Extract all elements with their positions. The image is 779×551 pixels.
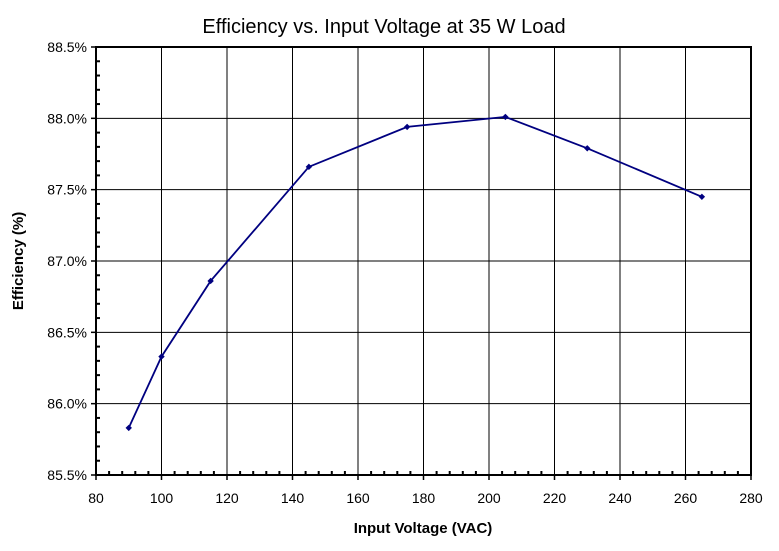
axis-ticks xyxy=(91,46,752,480)
grid xyxy=(96,47,751,475)
data-point xyxy=(207,277,214,285)
y-tick-label: 85.5% xyxy=(47,467,87,483)
data-point xyxy=(584,145,591,152)
x-tick-label: 120 xyxy=(215,490,239,506)
x-tick-label: 220 xyxy=(543,490,567,506)
y-tick-label: 86.5% xyxy=(47,324,87,340)
x-tick-label: 180 xyxy=(412,490,436,506)
y-tick-labels: 85.5% 86.0% 86.5% 87.0% 87.5% 88.0% 88.5% xyxy=(47,39,87,483)
chart-title: Efficiency vs. Input Voltage at 35 W Loa… xyxy=(202,16,565,38)
x-tick-label: 260 xyxy=(674,490,698,506)
series-line xyxy=(127,115,703,429)
series-group xyxy=(125,113,706,432)
x-tick-label: 200 xyxy=(477,490,501,506)
x-tick-label: 160 xyxy=(346,490,370,506)
x-axis-title: Input Voltage (VAC) xyxy=(354,520,493,537)
data-point xyxy=(502,113,509,121)
data-point xyxy=(158,353,165,360)
x-tick-labels: 80 100 120 140 160 180 200 220 240 260 280 xyxy=(88,490,763,506)
x-tick-label: 80 xyxy=(88,490,104,506)
x-tick-label: 140 xyxy=(281,490,305,506)
y-tick-label: 86.0% xyxy=(47,396,87,412)
data-point xyxy=(125,424,132,432)
data-point xyxy=(698,193,706,200)
data-point xyxy=(305,163,313,171)
x-tick-label: 100 xyxy=(150,490,174,506)
y-axis-title: Efficiency (%) xyxy=(10,212,27,310)
data-point xyxy=(403,123,411,131)
x-tick-label: 280 xyxy=(739,490,763,506)
y-tick-label: 87.0% xyxy=(47,253,87,269)
y-tick-label: 88.5% xyxy=(47,39,87,55)
x-tick-label: 240 xyxy=(608,490,632,506)
y-tick-label: 88.0% xyxy=(47,110,87,126)
y-tick-label: 87.5% xyxy=(47,182,87,198)
